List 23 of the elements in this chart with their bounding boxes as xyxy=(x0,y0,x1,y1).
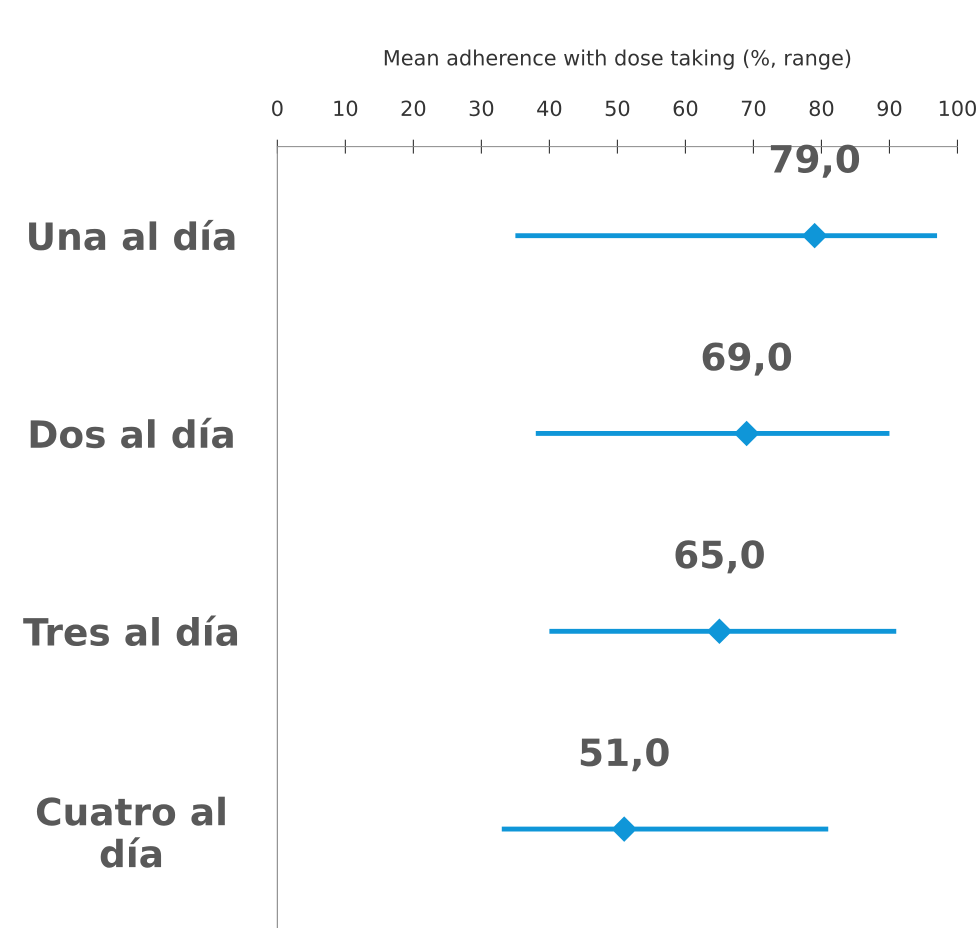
data-label: 79,0 xyxy=(770,144,860,178)
y-tick-label: Tres al día xyxy=(23,616,238,646)
data-label: 51,0 xyxy=(580,738,669,772)
x-tick-label: 70 xyxy=(742,100,766,116)
data-label: 65,0 xyxy=(675,540,764,574)
x-tick-label: 20 xyxy=(402,100,426,116)
x-tick-label: 80 xyxy=(810,100,834,116)
x-tick-label: 50 xyxy=(606,100,630,116)
x-tick-label: 90 xyxy=(878,100,902,116)
x-tick-label: 100 xyxy=(940,100,976,116)
y-tick-label: Dos al día xyxy=(30,418,233,448)
x-tick-label: 40 xyxy=(537,100,562,116)
x-tick-label: 10 xyxy=(334,100,358,116)
y-tick-label: Una al día xyxy=(29,220,234,250)
point xyxy=(734,420,760,446)
x-tick-label: 60 xyxy=(674,100,698,116)
point xyxy=(612,816,637,842)
x-tick-label: 0 xyxy=(272,100,283,116)
x-tick-label: 30 xyxy=(470,100,494,116)
point xyxy=(802,223,828,248)
y-tick-label: Cuatro al día xyxy=(36,796,225,868)
x-axis-title: Mean adherence with dose taking (%, range) xyxy=(384,50,850,70)
data-label: 69,0 xyxy=(702,342,792,376)
